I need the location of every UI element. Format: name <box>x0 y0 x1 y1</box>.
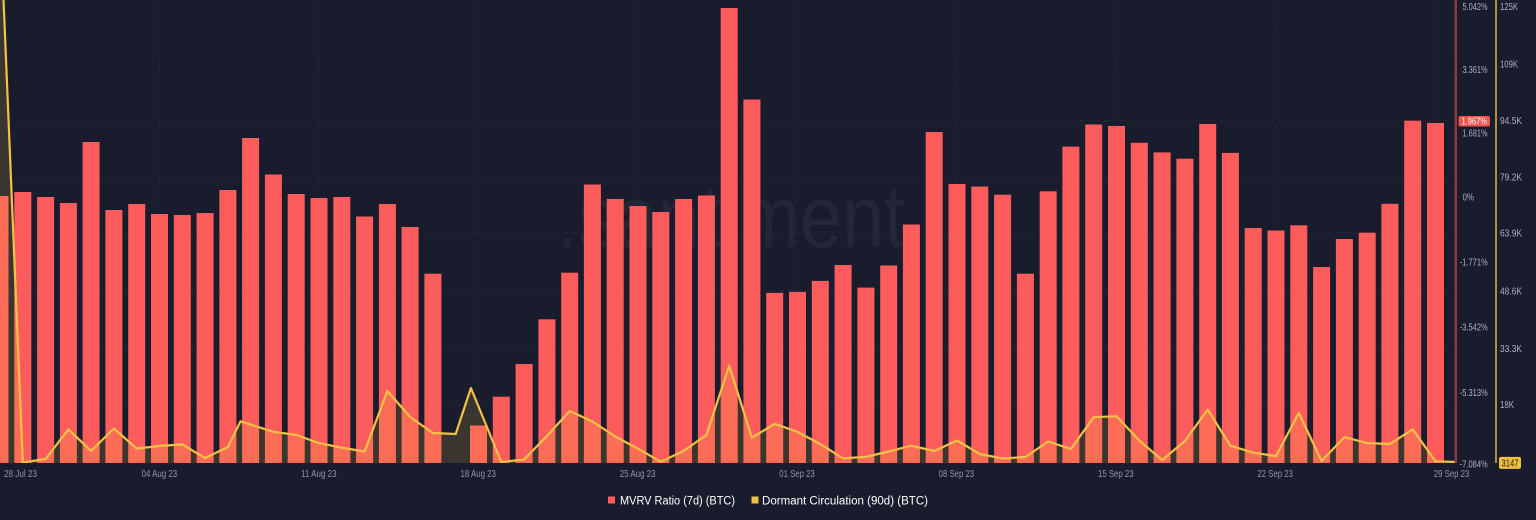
svg-text:-3.542%: -3.542% <box>1460 323 1488 334</box>
svg-text:3147: 3147 <box>1502 458 1519 469</box>
svg-text:-1.771%: -1.771% <box>1460 257 1488 268</box>
svg-text:63.9K: 63.9K <box>1500 228 1522 239</box>
svg-text:Dormant Circulation (90d) (BTC: Dormant Circulation (90d) (BTC) <box>762 495 928 507</box>
svg-text:125K: 125K <box>1500 2 1518 13</box>
svg-text:01 Sep 23: 01 Sep 23 <box>779 468 815 480</box>
svg-text:48.6K: 48.6K <box>1500 286 1522 297</box>
svg-text:MVRV Ratio (7d) (BTC): MVRV Ratio (7d) (BTC) <box>620 495 735 507</box>
svg-text:-7.084%: -7.084% <box>1460 459 1488 470</box>
svg-text:1.967%: 1.967% <box>1462 117 1488 128</box>
svg-text:109K: 109K <box>1500 60 1518 71</box>
svg-text:18 Aug 23: 18 Aug 23 <box>460 468 496 480</box>
svg-text:15 Sep 23: 15 Sep 23 <box>1098 468 1134 480</box>
svg-text:11 Aug 23: 11 Aug 23 <box>301 468 337 480</box>
svg-text:79.2K: 79.2K <box>1500 173 1522 184</box>
svg-text:28 Jul 23: 28 Jul 23 <box>4 468 37 480</box>
svg-text:25 Aug 23: 25 Aug 23 <box>620 468 656 480</box>
svg-text:0%: 0% <box>1463 192 1475 203</box>
svg-text:18K: 18K <box>1500 400 1514 411</box>
svg-text:3.361%: 3.361% <box>1463 65 1488 76</box>
svg-text:33.3K: 33.3K <box>1500 344 1522 355</box>
svg-text:5.042%: 5.042% <box>1463 2 1488 13</box>
svg-text:94.5K: 94.5K <box>1500 116 1522 127</box>
svg-text:29 Sep 23: 29 Sep 23 <box>1434 468 1470 480</box>
svg-text:08 Sep 23: 08 Sep 23 <box>939 468 975 480</box>
svg-text:04 Aug 23: 04 Aug 23 <box>142 468 178 480</box>
svg-text:1.681%: 1.681% <box>1463 129 1488 140</box>
svg-text:22 Sep 23: 22 Sep 23 <box>1257 468 1293 480</box>
svg-text:-5.313%: -5.313% <box>1460 388 1488 399</box>
